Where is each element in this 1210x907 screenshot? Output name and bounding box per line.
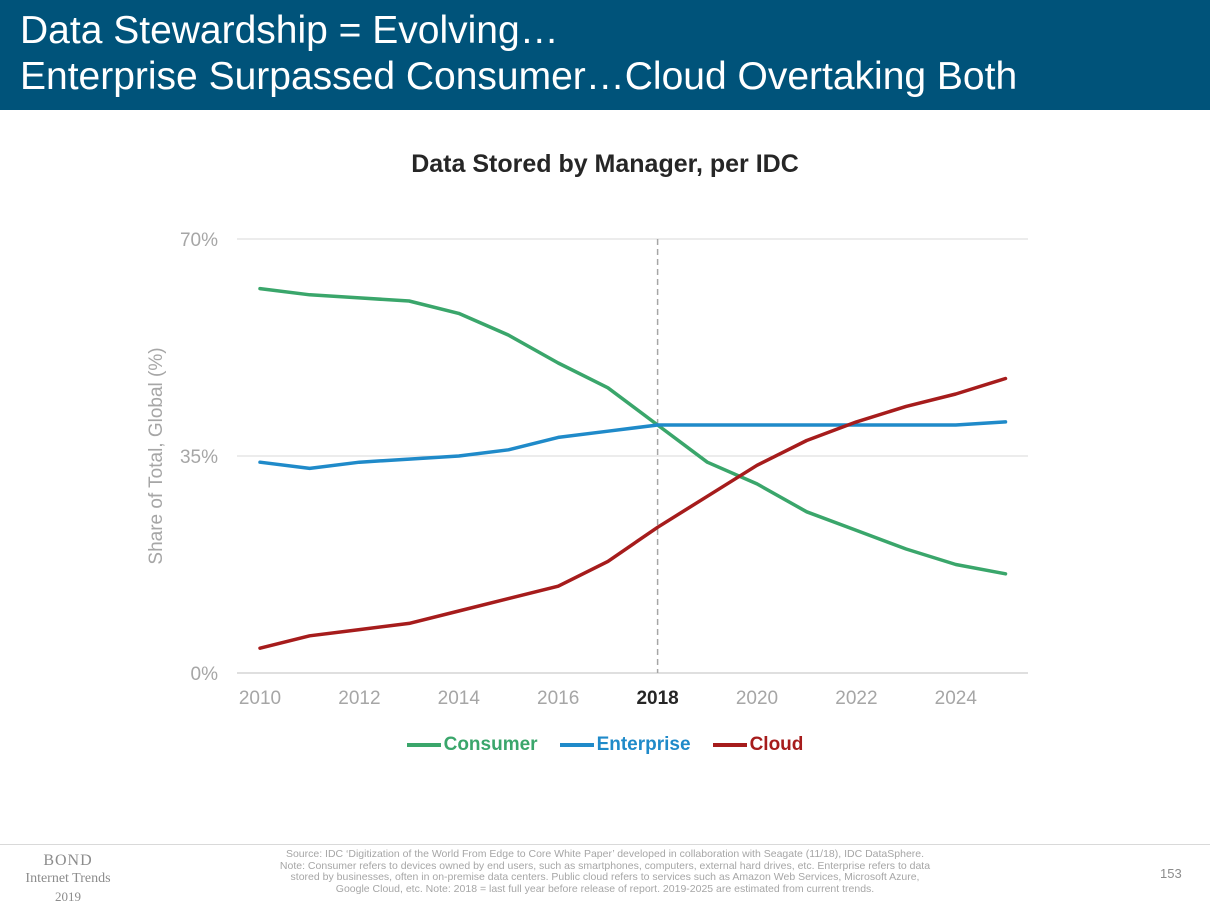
legend-swatch-enterprise (559, 743, 594, 747)
series-line-cloud (258, 376, 1008, 650)
y-tick-label: 70% (180, 230, 218, 251)
x-tick-label: 2016 (537, 688, 579, 709)
source-note: Source: IDC ‘Digitization of the World F… (230, 848, 980, 895)
x-tick-label: 2018 (636, 688, 678, 709)
footer-divider (0, 844, 1210, 845)
series-line-enterprise (258, 420, 1008, 471)
source-line-4: Google Cloud, etc. Note: 2018 = last ful… (335, 882, 875, 895)
slide-title-line-2: Enterprise Surpassed Consumer…Cloud Over… (20, 55, 1018, 98)
chart-legend: Consumer Enterprise Cloud (0, 734, 1210, 756)
source-line-1: Source: IDC ‘Digitization of the World F… (285, 848, 925, 860)
page-number: 153 (1160, 866, 1182, 881)
legend-item-consumer: Consumer (406, 734, 538, 756)
x-tick-label: 2014 (438, 688, 481, 709)
source-line-2: Note: Consumer refers to devices owned b… (279, 859, 931, 872)
x-tick-label: 2020 (736, 688, 778, 709)
x-tick-label: 2010 (239, 688, 281, 709)
legend-swatch-consumer (406, 743, 441, 747)
legend-label-enterprise: Enterprise (596, 734, 691, 755)
legend-item-cloud: Cloud (712, 734, 804, 756)
x-tick-label: 2022 (835, 688, 877, 709)
y-tick-label: 35% (180, 447, 218, 468)
legend-label-cloud: Cloud (749, 734, 804, 755)
source-line-3: stored by businesses, often in on-premis… (290, 871, 920, 883)
legend-item-enterprise: Enterprise (559, 734, 691, 756)
bond-brand: BOND (43, 852, 93, 869)
x-tick-label: 2012 (338, 688, 380, 709)
chart-title: Data Stored by Manager, per IDC (411, 150, 799, 178)
bond-brand-sub: Internet Trends (25, 871, 111, 886)
y-tick-label: 0% (191, 664, 219, 685)
legend-label-consumer: Consumer (443, 734, 538, 755)
slide-header: Data Stewardship = Evolving… Enterprise … (0, 0, 1210, 110)
legend-swatch-cloud (712, 743, 747, 747)
bond-brand-year: 2019 (55, 889, 81, 904)
y-axis-title: Share of Total, Global (%) (146, 347, 167, 564)
slide-title-line-1: Data Stewardship = Evolving… (20, 9, 559, 52)
x-tick-label: 2024 (935, 688, 978, 709)
bond-logo: BOND Internet Trends 2019 (8, 852, 128, 906)
series-line-consumer (258, 286, 1008, 576)
